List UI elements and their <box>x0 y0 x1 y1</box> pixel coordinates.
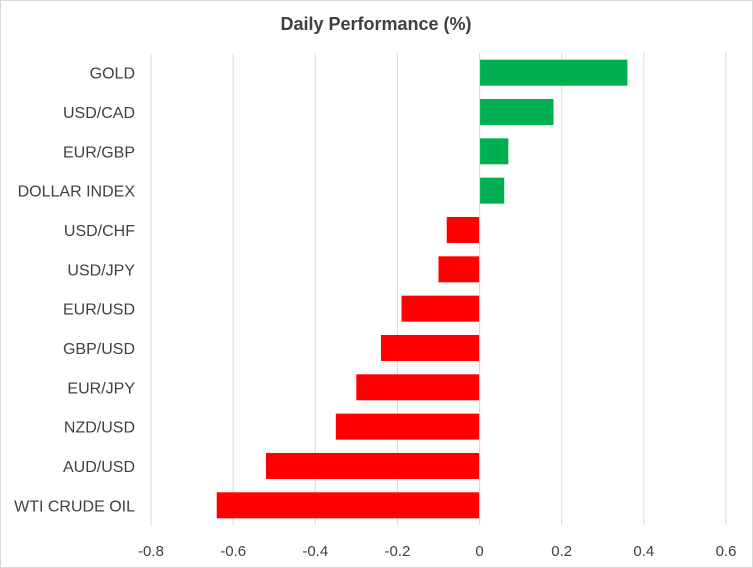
bar-usd-cad <box>479 98 554 125</box>
category-label-gbp-usd: GBP/USD <box>63 341 135 358</box>
category-label-wti-crude-oil: WTI CRUDE OIL <box>14 498 135 515</box>
bar-aud-usd <box>266 452 480 479</box>
category-label-nzd-usd: NZD/USD <box>64 420 135 437</box>
category-label-aud-usd: AUD/USD <box>63 459 135 476</box>
bar-gold <box>479 59 628 86</box>
bar-gbp-usd <box>381 334 480 361</box>
bar-wti-crude-oil <box>216 492 480 519</box>
bar-eur-usd <box>401 295 480 322</box>
category-label-usd-cad: USD/CAD <box>63 105 135 122</box>
bar-usd-jpy <box>438 256 480 283</box>
x-tick-label-6: 0.4 <box>633 543 654 560</box>
category-label-usd-jpy: USD/JPY <box>67 262 135 279</box>
bar-usd-chf <box>446 216 480 243</box>
category-label-dollar-index: DOLLAR INDEX <box>18 184 136 201</box>
x-tick-label-1: -0.6 <box>220 543 246 560</box>
category-label-usd-chf: USD/CHF <box>64 223 135 240</box>
chart-title: Daily Performance (%) <box>280 14 471 34</box>
x-tick-label-3: -0.2 <box>384 543 410 560</box>
bar-nzd-usd <box>335 413 480 440</box>
x-tick-label-2: -0.4 <box>302 543 328 560</box>
bars <box>216 53 628 525</box>
bar-eur-gbp <box>479 138 509 165</box>
x-tick-label-4: 0 <box>475 543 483 560</box>
bar-eur-jpy <box>356 374 480 401</box>
category-label-gold: GOLD <box>90 66 135 83</box>
category-label-eur-usd: EUR/USD <box>63 302 135 319</box>
bar-dollar-index <box>479 177 505 204</box>
x-tick-label-7: 0.6 <box>716 543 737 560</box>
x-tick-labels: -0.8 -0.6 -0.4 -0.2 0 0.2 0.4 0.6 <box>138 543 736 560</box>
category-labels: GOLD USD/CAD EUR/GBP DOLLAR INDEX USD/CHF USD… <box>14 66 135 516</box>
category-label-eur-gbp: EUR/GBP <box>63 144 135 161</box>
category-label-eur-jpy: EUR/JPY <box>67 380 135 397</box>
x-tick-label-0: -0.8 <box>138 543 164 560</box>
x-tick-label-5: 0.2 <box>551 543 572 560</box>
